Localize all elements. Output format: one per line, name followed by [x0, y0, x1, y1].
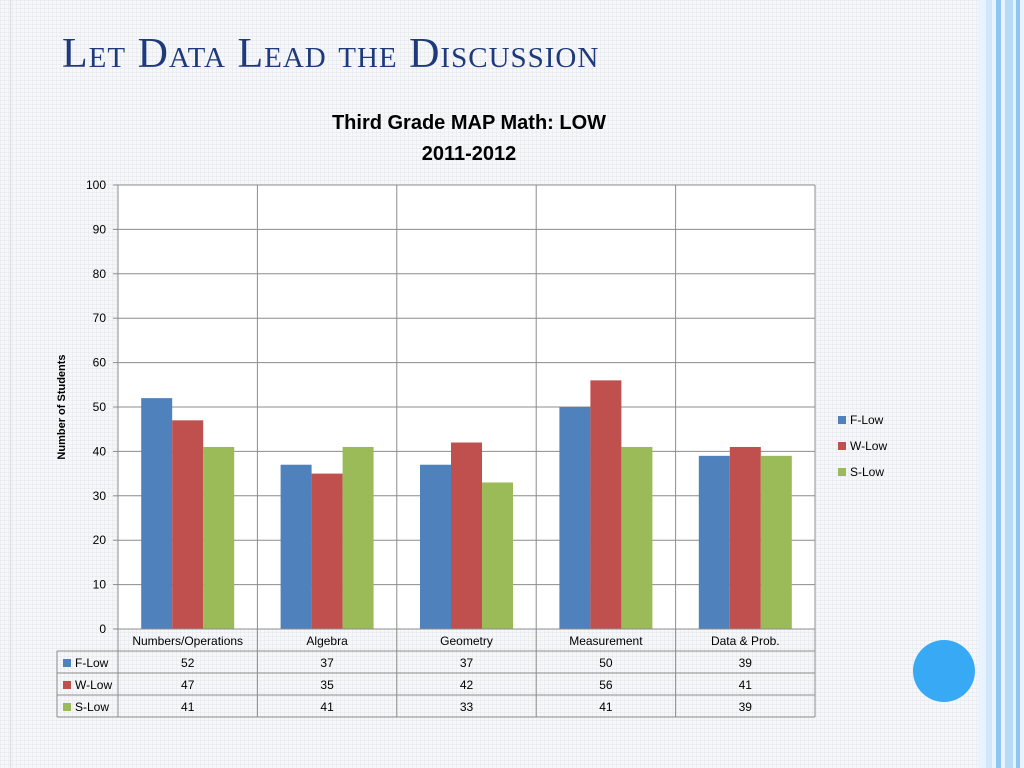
data-label: 37	[460, 656, 474, 670]
y-tick-label: 70	[93, 311, 107, 325]
table-legend-key	[63, 659, 71, 667]
data-label: 35	[320, 678, 334, 692]
bar-f-low	[141, 398, 173, 629]
left-border-rule	[10, 0, 11, 768]
bar-f-low	[698, 455, 730, 629]
legend-swatch	[838, 442, 846, 450]
bar-w-low	[451, 442, 482, 629]
y-axis-label: Number of Students	[56, 354, 68, 459]
data-label: 47	[181, 678, 195, 692]
bar-f-low	[280, 464, 312, 629]
chart-title: Third Grade MAP Math: LOW	[332, 112, 606, 134]
y-tick-label: 40	[93, 444, 107, 458]
data-label: 39	[739, 700, 753, 714]
x-tick-label: Geometry	[440, 634, 493, 648]
legend-label: F-Low	[850, 413, 884, 427]
x-tick-label: Data & Prob.	[711, 634, 780, 648]
bar-s-low	[482, 482, 513, 629]
data-label: 41	[739, 678, 753, 692]
table-series-label: S-Low	[75, 700, 109, 714]
table-legend-key	[63, 703, 71, 711]
decorative-circle	[913, 640, 975, 702]
bar-w-low	[172, 420, 204, 629]
y-tick-label: 50	[93, 400, 107, 414]
bar-s-low	[342, 446, 374, 629]
y-tick-label: 100	[86, 178, 106, 192]
y-tick-label: 10	[93, 578, 107, 592]
y-tick-label: 80	[93, 267, 107, 281]
data-label: 50	[599, 656, 613, 670]
legend-swatch	[838, 468, 846, 476]
table-legend-key	[63, 681, 71, 689]
slide-title: Let Data Lead the Discussion	[62, 31, 600, 77]
data-label: 41	[599, 700, 613, 714]
data-label: 33	[460, 700, 474, 714]
y-tick-label: 30	[93, 489, 107, 503]
y-tick-label: 90	[93, 222, 107, 236]
data-label: 42	[460, 678, 474, 692]
x-tick-label: Algebra	[306, 634, 348, 648]
bar-s-low	[203, 446, 235, 629]
x-tick-label: Measurement	[569, 634, 643, 648]
table-series-label: W-Low	[75, 678, 112, 692]
bar-s-low	[621, 446, 653, 629]
bar-w-low	[729, 446, 761, 629]
data-label: 39	[739, 656, 753, 670]
legend-swatch	[838, 416, 846, 424]
y-tick-label: 0	[99, 622, 106, 636]
bar-f-low	[559, 407, 591, 629]
data-label: 41	[320, 700, 334, 714]
chart-subtitle: 2011-2012	[422, 143, 517, 165]
data-label: 41	[181, 700, 195, 714]
bar-f-low	[420, 464, 451, 629]
data-label: 56	[599, 678, 613, 692]
bar-w-low	[311, 473, 343, 629]
legend-label: S-Low	[850, 465, 884, 479]
data-label: 52	[181, 656, 195, 670]
bar-w-low	[590, 380, 622, 629]
y-tick-label: 60	[93, 356, 107, 370]
y-tick-label: 20	[93, 533, 107, 547]
x-tick-label: Numbers/Operations	[132, 634, 243, 648]
decorative-side-stripes	[978, 0, 1024, 768]
data-label: 37	[320, 656, 334, 670]
bar-s-low	[760, 455, 792, 629]
table-series-label: F-Low	[75, 656, 109, 670]
legend-label: W-Low	[850, 439, 887, 453]
